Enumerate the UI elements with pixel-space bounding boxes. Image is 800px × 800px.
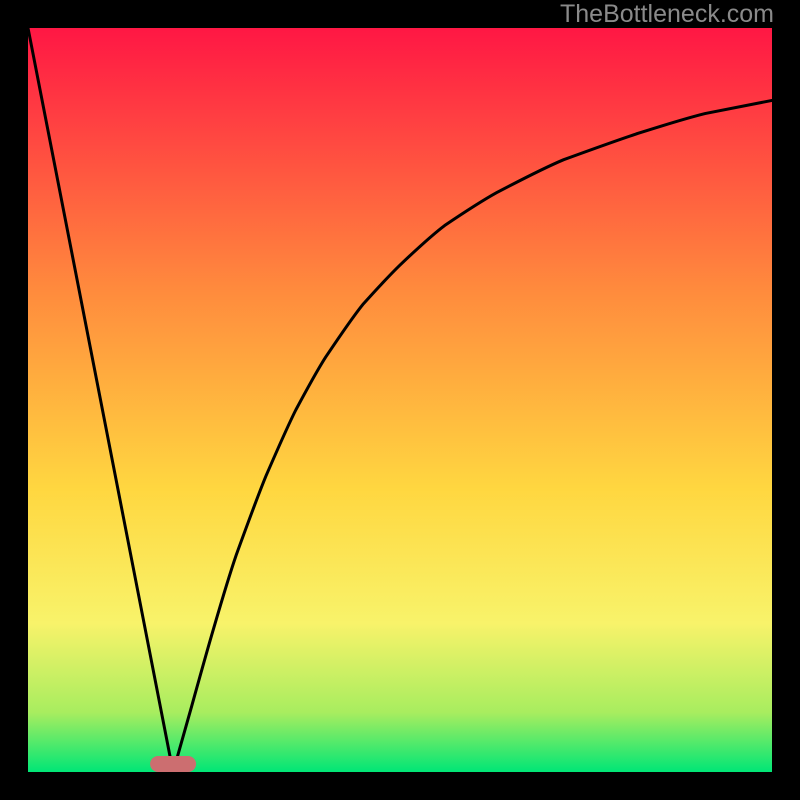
frame-left: [0, 0, 28, 800]
watermark-text: TheBottleneck.com: [560, 0, 774, 29]
bottleneck-marker: [150, 756, 196, 772]
bottleneck-chart: [0, 0, 800, 800]
chart-container: TheBottleneck.com: [0, 0, 800, 800]
frame-right: [772, 0, 800, 800]
heat-gradient-area: [28, 28, 772, 772]
frame-bottom: [0, 772, 800, 800]
